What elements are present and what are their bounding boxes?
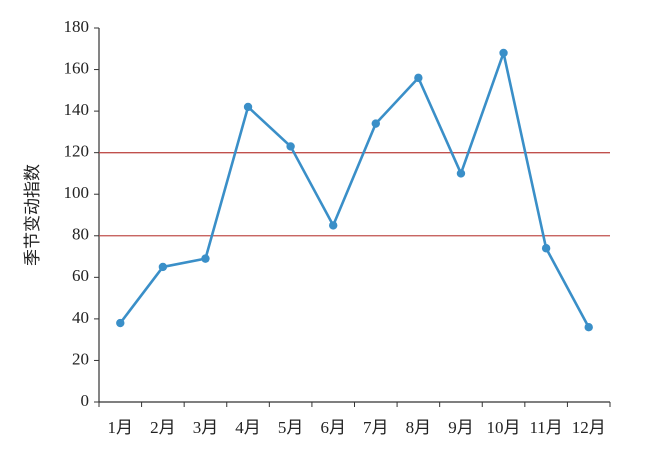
y-tick-label: 160 bbox=[64, 58, 90, 77]
x-tick-label: 12月 bbox=[572, 418, 606, 437]
y-tick-label: 80 bbox=[72, 225, 89, 244]
y-tick-label: 60 bbox=[72, 266, 89, 285]
data-point bbox=[116, 318, 125, 328]
data-point bbox=[541, 244, 551, 253]
y-axis-label: 季节变动指数 bbox=[23, 164, 42, 266]
y-tick-label: 0 bbox=[81, 391, 90, 410]
data-point bbox=[499, 48, 508, 58]
data-point bbox=[201, 254, 210, 263]
x-tick-label: 7月 bbox=[363, 418, 389, 437]
data-point bbox=[584, 323, 593, 332]
y-tick-label: 20 bbox=[72, 349, 89, 368]
y-tick-label: 140 bbox=[64, 100, 90, 119]
y-tick-label: 40 bbox=[72, 308, 89, 327]
data-point bbox=[414, 73, 423, 83]
data-line bbox=[119, 51, 590, 328]
y-tick-label: 100 bbox=[64, 183, 90, 202]
data-point bbox=[243, 102, 253, 112]
data-point bbox=[286, 142, 295, 151]
x-tick-label: 3月 bbox=[193, 418, 219, 437]
x-tick-label: 9月 bbox=[448, 418, 474, 437]
x-tick-label: 8月 bbox=[406, 418, 432, 437]
y-tick-label: 120 bbox=[64, 142, 90, 161]
x-tick-label: 5月 bbox=[278, 418, 304, 437]
y-tick-label: 180 bbox=[64, 17, 90, 36]
data-point bbox=[158, 262, 168, 272]
x-tick-label: 2月 bbox=[150, 418, 176, 437]
x-tick-label: 1月 bbox=[108, 418, 134, 437]
x-tick-label: 10月 bbox=[487, 418, 521, 437]
data-point bbox=[371, 119, 380, 128]
x-tick-label: 6月 bbox=[320, 418, 346, 437]
x-tick-label: 4月 bbox=[235, 418, 261, 437]
data-point bbox=[456, 169, 466, 178]
data-point bbox=[329, 221, 338, 230]
x-tick-label: 11月 bbox=[529, 418, 562, 437]
